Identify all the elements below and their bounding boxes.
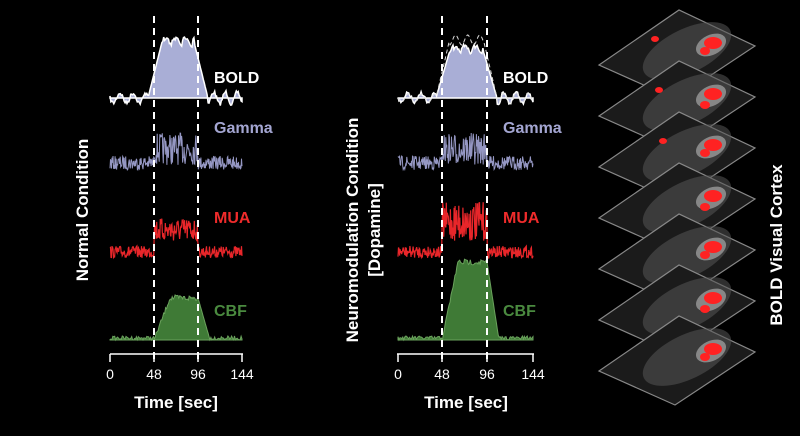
panel-1-tick-label-48: 48 [146, 366, 162, 382]
panel-2-tick-label-96: 96 [479, 366, 495, 382]
panel-2-label-gamma: Gamma [503, 120, 562, 137]
panel-1-tick-label-0: 0 [106, 366, 114, 382]
panel-1-bold-trace [109, 35, 243, 107]
panel-1-label-mua: MUA [214, 210, 251, 227]
panel-2-tick-label-0: 0 [394, 366, 402, 382]
slice-5-activation-secondary [700, 251, 710, 259]
panel-2-xlabel: Time [sec] [424, 393, 508, 412]
panel-1-cbf-trace [109, 294, 243, 342]
slice-2-activation-small [655, 87, 663, 93]
panel-1-traces [109, 35, 243, 342]
panel-1-tick-label-96: 96 [190, 366, 206, 382]
panel-2-gamma-trace [397, 132, 534, 172]
cortex-slice-2 [597, 60, 757, 151]
slice-3-activation-small [659, 138, 667, 144]
slice-2-activation-secondary [700, 101, 710, 109]
slice-1-activation-small [651, 36, 659, 42]
stack-label: BOLD Visual Cortex [767, 164, 786, 326]
panel-1-ylabel: Normal Condition [73, 139, 92, 282]
panel-1-label-gamma: Gamma [214, 120, 273, 137]
panel-1-label-cbf: CBF [214, 303, 247, 320]
panel-1-gamma-trace [109, 132, 243, 171]
panel-1-label-bold: BOLD [214, 70, 259, 87]
slice-4-activation-main [704, 190, 722, 202]
slice-2-activation-main [704, 88, 722, 100]
panel-neuromodulation-condition: Neuromodulation Condition [Dopamine] BOL… [343, 16, 562, 412]
cortex-slice-7 [597, 315, 757, 406]
panel-1-mua-trace [109, 218, 243, 260]
slice-7-activation-main [704, 343, 722, 355]
panel-2-label-bold: BOLD [503, 70, 548, 87]
bold-visual-cortex-slice-stack [597, 9, 757, 406]
panel-1-tick-label-144: 144 [230, 366, 254, 382]
panel-2-label-cbf: CBF [503, 303, 536, 320]
slice-7-activation-secondary [700, 353, 710, 361]
panel-2-tick-label-48: 48 [434, 366, 450, 382]
panel-2-label-mua: MUA [503, 210, 540, 227]
panel-2-ylabel-line-1: Neuromodulation Condition [343, 118, 362, 343]
slice-3-activation-secondary [700, 149, 710, 157]
slice-3-activation-main [704, 139, 722, 151]
panel-2-ylabel-line-2: [Dopamine] [365, 183, 384, 277]
panel-normal-condition: Normal Condition BOLD Gamma MUA CBF 0 48… [73, 16, 273, 412]
panel-2-mua-trace [397, 202, 534, 260]
panel-2-traces [397, 34, 534, 342]
slice-6-activation-main [704, 292, 722, 304]
slice-5-activation-main [704, 241, 722, 253]
slice-6-activation-secondary [700, 305, 710, 313]
panel-2-tick-label-144: 144 [521, 366, 545, 382]
slice-1-activation-main [704, 37, 722, 49]
panel-2-cbf-trace [397, 258, 534, 342]
panel-2-bold-control-trace [397, 34, 534, 104]
panel-1-xlabel: Time [sec] [134, 393, 218, 412]
slice-4-activation-secondary [700, 203, 710, 211]
slice-1-activation-secondary [700, 47, 710, 55]
cortex-slice-3 [597, 111, 757, 202]
